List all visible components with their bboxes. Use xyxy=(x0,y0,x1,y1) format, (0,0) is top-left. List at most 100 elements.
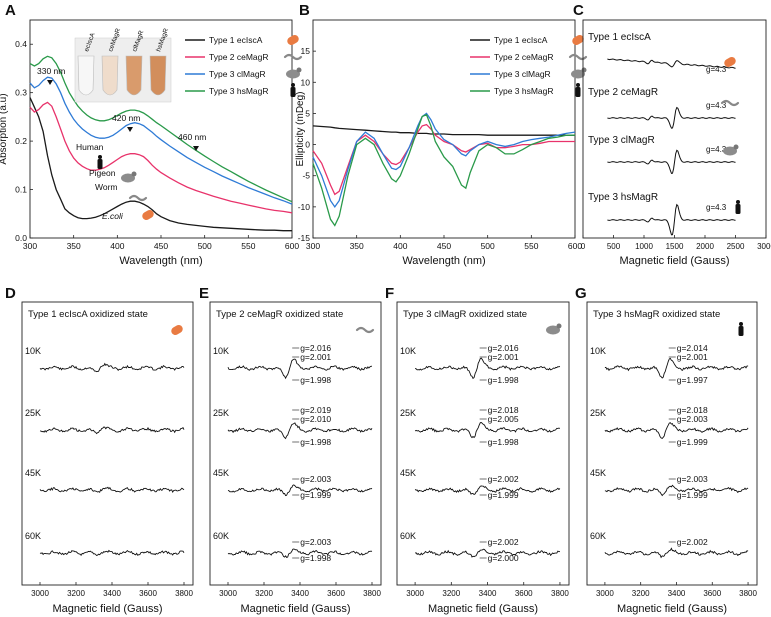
panel-title: Type 3 clMagR oxidized state xyxy=(403,309,527,320)
x-tick-label: 3800 xyxy=(551,589,569,598)
x-tick-label: 3200 xyxy=(632,589,650,598)
x-tick-label: 2000 xyxy=(696,242,714,251)
pigeon-icon xyxy=(286,69,300,79)
temperature-label: 10K xyxy=(25,346,41,356)
legend-entry: Type 1 ecIscA xyxy=(494,35,548,45)
x-tick-label: 3000 xyxy=(406,589,424,598)
bacterium-icon xyxy=(287,35,299,45)
g-value-label: g=1.998 xyxy=(488,375,519,385)
legend-entry: Type 3 hsMagR xyxy=(209,86,269,96)
human-body xyxy=(97,159,103,169)
x-tick-label: 350 xyxy=(67,241,81,251)
epr-trace xyxy=(607,149,736,174)
temperature-label: 45K xyxy=(213,468,229,478)
x-axis-label: Magnetic field (Gauss) xyxy=(52,603,162,615)
g-value-label: g=4.3 xyxy=(706,203,727,212)
epr-trace xyxy=(39,362,185,373)
temperature-label: 45K xyxy=(590,468,606,478)
series-line-1 xyxy=(29,101,293,214)
g-value-label: g=1.999 xyxy=(488,490,519,500)
x-tick-label: 3600 xyxy=(703,589,721,598)
annotation: 420 nm xyxy=(112,113,140,123)
epr-trace xyxy=(604,484,749,497)
legend-entry: Type 3 hsMagR xyxy=(494,86,554,96)
trace-label: Type 3 hsMagR xyxy=(588,192,658,203)
trace-label: Type 3 clMagR xyxy=(588,135,655,146)
pigeon-icon xyxy=(546,325,560,335)
annotation: 460 nm xyxy=(178,132,206,142)
panel-letter-A: A xyxy=(5,2,16,19)
x-tick-label: 3200 xyxy=(255,589,273,598)
annotation: Human xyxy=(76,142,104,152)
panel-B: 300 350 400 450 500 550 600 -15 -10 -5 0 5 10 15 Wavel… xyxy=(295,19,588,267)
temperature-label: 60K xyxy=(400,531,416,541)
series-line-3 xyxy=(29,55,293,203)
x-tick-label: 3000 xyxy=(219,589,237,598)
g-value-label: g=2.003 xyxy=(677,474,708,484)
panel-G: Type 3 hsMagR oxidized state 3000 3200 3400… xyxy=(586,301,758,615)
temperature-label: 10K xyxy=(400,346,416,356)
annotation: Worm xyxy=(95,182,118,192)
legend-entry: Type 2 ceMagR xyxy=(494,52,554,62)
x-tick-label: 400 xyxy=(110,241,124,251)
epr-trace xyxy=(414,485,561,496)
epr-trace xyxy=(607,203,736,236)
g-value-label: g=2.003 xyxy=(300,474,331,484)
y-tick-label: 5 xyxy=(305,108,310,118)
human-body xyxy=(290,87,296,97)
worm-icon xyxy=(355,326,375,334)
worm-icon xyxy=(568,53,588,61)
panel-letter-D: D xyxy=(5,285,16,302)
x-tick-label: 3400 xyxy=(479,589,497,598)
panel-title: Type 1 ecIscA oxidized state xyxy=(28,309,148,320)
g-value-label: g=2.018 xyxy=(488,405,519,415)
x-tick-label: 450 xyxy=(437,241,451,251)
x-tick-label: 3400 xyxy=(668,589,686,598)
human-icon xyxy=(736,200,740,204)
epr-trace xyxy=(39,486,185,494)
g-value-label: g=4.3 xyxy=(706,145,727,154)
trace-label: Type 2 ceMagR xyxy=(588,87,658,98)
g-value-label: g=1.999 xyxy=(677,437,708,447)
x-axis-label: Magnetic field (Gauss) xyxy=(240,603,350,615)
x-tick-label: 550 xyxy=(524,241,538,251)
x-tick-label: 3400 xyxy=(103,589,121,598)
pigeon-icon xyxy=(121,173,135,183)
g-value-label: g=2.001 xyxy=(488,352,519,362)
bacterium-icon xyxy=(171,325,183,335)
worm-icon xyxy=(128,194,148,202)
legend-entry: Type 1 ecIscA xyxy=(209,35,263,45)
panel-C: 0 500 1000 1500 2000 2500 3000 Magnetic field (… xyxy=(581,19,771,267)
human-icon xyxy=(98,155,102,159)
g-value-label: g=2.018 xyxy=(677,405,708,415)
series-line-3 xyxy=(312,113,575,227)
series-line-0 xyxy=(312,125,575,136)
panel-A: 300 350 400 450 500 550 600 0.0 0.1 0.2 0.3 0.4 Wave… xyxy=(0,19,303,267)
g-value-label: g=2.016 xyxy=(300,343,331,353)
x-tick-label: 600 xyxy=(285,241,299,251)
y-tick-label: 0.1 xyxy=(15,185,27,195)
panel-letter-B: B xyxy=(299,2,310,19)
bacterium-icon xyxy=(724,57,736,67)
g-value-label: g=4.3 xyxy=(706,65,727,74)
pigeon-head xyxy=(131,171,137,177)
g-value-label: g=2.010 xyxy=(300,414,331,424)
x-tick-label: 500 xyxy=(198,241,212,251)
plot-frame xyxy=(209,301,382,586)
g-value-label: g=2.000 xyxy=(488,553,519,563)
annotation: E.coli xyxy=(102,211,124,221)
worm-icon xyxy=(283,53,303,61)
arrow-icon xyxy=(47,80,53,85)
plot-frame xyxy=(396,301,570,586)
epr-trace xyxy=(414,422,561,439)
x-tick-label: 350 xyxy=(350,241,364,251)
human-body xyxy=(735,204,741,214)
g-value-label: g=2.002 xyxy=(488,474,519,484)
panel-title: Type 3 hsMagR oxidized state xyxy=(593,309,720,320)
x-tick-label: 3400 xyxy=(291,589,309,598)
legend-entry: Type 3 clMagR xyxy=(209,69,266,79)
y-tick-label: 0.2 xyxy=(15,136,27,146)
pigeon-head xyxy=(581,67,587,73)
x-tick-label: 3600 xyxy=(139,589,157,598)
temperature-label: 10K xyxy=(213,346,229,356)
